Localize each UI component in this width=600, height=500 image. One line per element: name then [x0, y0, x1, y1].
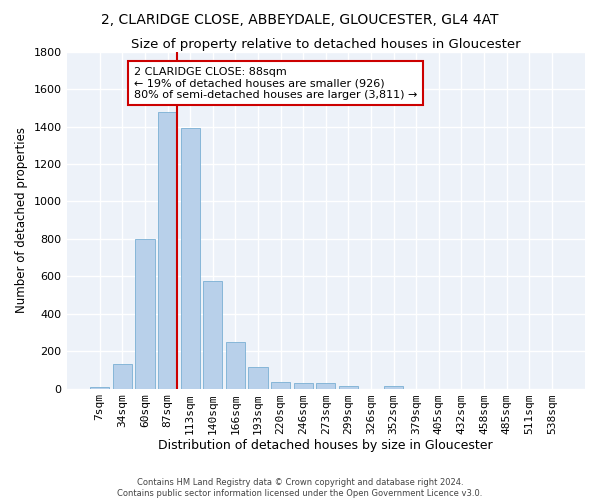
Bar: [316, 384, 335, 388]
Bar: [181, 128, 200, 388]
Text: 2 CLARIDGE CLOSE: 88sqm
← 19% of detached houses are smaller (926)
80% of semi-d: 2 CLARIDGE CLOSE: 88sqm ← 19% of detache…: [134, 66, 417, 100]
Bar: [136, 239, 155, 388]
Text: 2, CLARIDGE CLOSE, ABBEYDALE, GLOUCESTER, GL4 4AT: 2, CLARIDGE CLOSE, ABBEYDALE, GLOUCESTER…: [101, 12, 499, 26]
Bar: [113, 364, 132, 388]
Y-axis label: Number of detached properties: Number of detached properties: [15, 127, 28, 313]
Bar: [248, 367, 268, 388]
Bar: [384, 386, 403, 388]
X-axis label: Distribution of detached houses by size in Gloucester: Distribution of detached houses by size …: [158, 440, 493, 452]
Bar: [226, 342, 245, 388]
Bar: [271, 382, 290, 388]
Bar: [339, 386, 358, 388]
Bar: [158, 112, 177, 388]
Bar: [293, 384, 313, 388]
Bar: [203, 281, 223, 388]
Title: Size of property relative to detached houses in Gloucester: Size of property relative to detached ho…: [131, 38, 521, 51]
Bar: [90, 386, 109, 388]
Text: Contains HM Land Registry data © Crown copyright and database right 2024.
Contai: Contains HM Land Registry data © Crown c…: [118, 478, 482, 498]
